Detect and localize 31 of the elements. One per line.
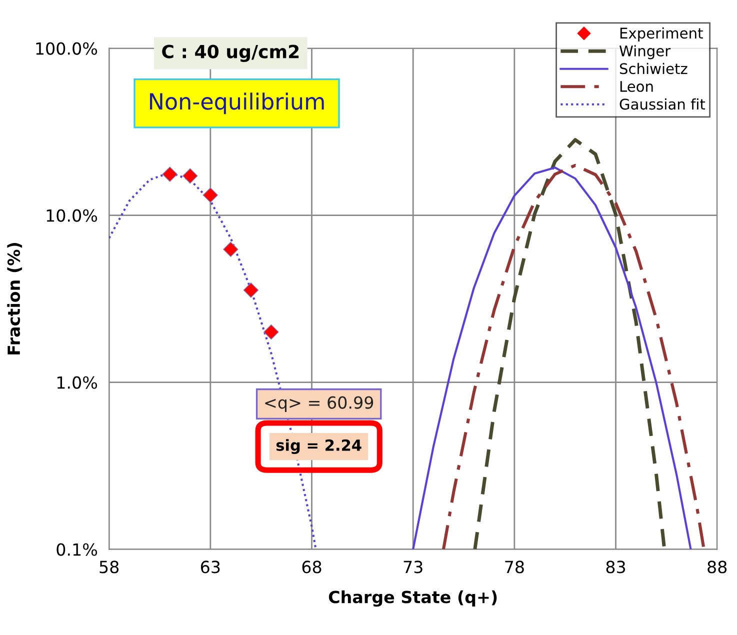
annotation: <q> = 60.99 [265,396,374,412]
x-tick-label: 88 [708,560,727,574]
annotation: C : 40 ug/cm2 [162,44,299,62]
x-tick-label: 73 [404,560,422,574]
x-tick-label: 63 [200,560,220,574]
y-tick-label: 1.0% [57,376,98,389]
annotation: Non-equilibrium [150,92,324,114]
legend-label: Gaussian fit [620,98,706,110]
legend-label: Winger [619,45,671,60]
y-tick-label: 100.0% [36,42,98,55]
y-axis-title: Fraction (%) [7,243,22,354]
legend-label: Leon [620,81,653,92]
point [264,324,279,340]
y-tick-label: 10.0% [46,209,98,222]
line-series [442,164,706,550]
x-tick-label: 68 [302,560,322,574]
x-axis-title: Charge State (q+) [328,590,497,607]
point [162,166,178,182]
point [202,187,218,203]
x-tick-label: 78 [505,560,524,574]
annotation: sig = 2.24 [276,439,362,454]
point [182,168,198,184]
line-series [473,138,666,550]
point [243,282,259,298]
legend-label: Experiment [620,27,703,42]
x-tick-label: 83 [606,560,626,574]
point [223,242,238,257]
y-tick-label: 0.1% [56,543,98,556]
legend-label: Schiwietz [620,62,688,74]
line-series [412,166,692,550]
x-tick-label: 58 [100,560,119,574]
